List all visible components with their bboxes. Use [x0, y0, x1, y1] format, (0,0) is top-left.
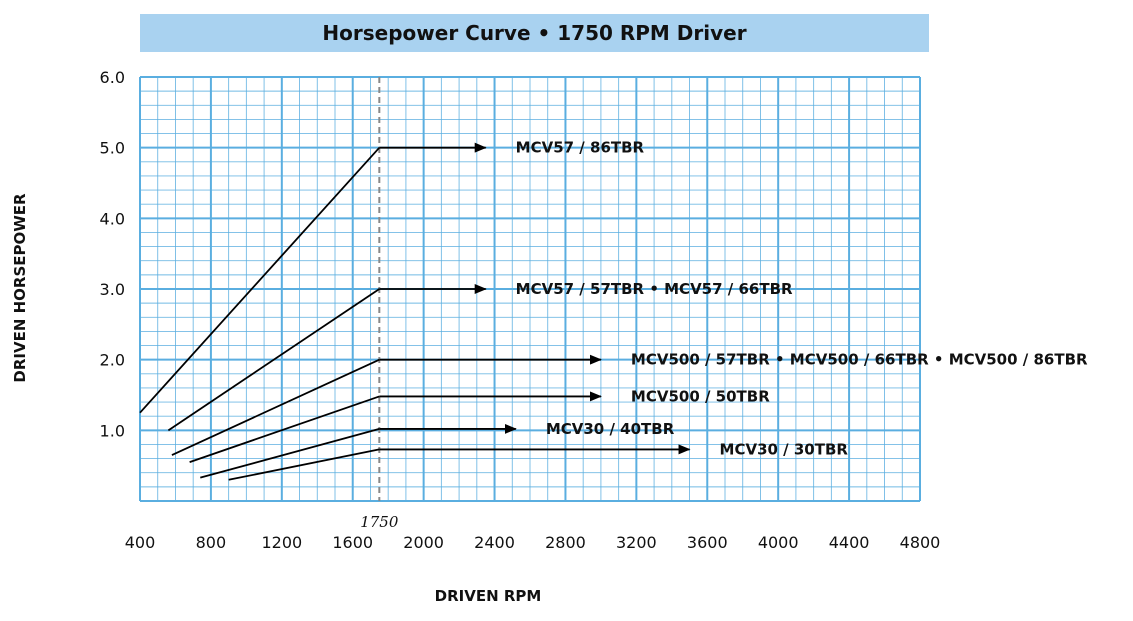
x-tick-label: 1600 [332, 533, 373, 552]
x-tick-label: 1200 [261, 533, 302, 552]
series-label: MCV500 / 50TBR [631, 387, 770, 405]
series-curve [200, 428, 380, 479]
x-tick-label: 2000 [403, 533, 444, 552]
y-tick-label: 2.0 [100, 351, 125, 370]
y-tick-label: 3.0 [100, 280, 125, 299]
x-tick-label: 400 [125, 533, 156, 552]
y-tick-label: 6.0 [100, 68, 125, 87]
series-curve [189, 395, 380, 463]
series-label: MCV30 / 30TBR [720, 440, 849, 458]
x-tick-label: 4400 [829, 533, 870, 552]
series-curve [167, 288, 380, 432]
series-label: MCV30 / 40TBR [546, 420, 675, 438]
x-tick-label: 2400 [474, 533, 515, 552]
x-tick-label: 3600 [687, 533, 728, 552]
series-label: MCV500 / 57TBR • MCV500 / 66TBR • MCV500… [631, 351, 1088, 369]
x-tick-label: 4000 [758, 533, 799, 552]
y-tick-label: 4.0 [100, 209, 125, 228]
x-tick-label: 3200 [616, 533, 657, 552]
y-tick-label: 5.0 [100, 139, 125, 158]
chart-title-bar: Horsepower Curve • 1750 RPM Driver [140, 14, 929, 52]
series-label: MCV57 / 57TBR • MCV57 / 66TBR [516, 280, 793, 298]
x-tick-label: 4800 [900, 533, 941, 552]
series-label: MCV57 / 86TBR [516, 139, 645, 157]
chart-title: Horsepower Curve • 1750 RPM Driver [322, 21, 747, 45]
y-axis-label: DRIVEN HORSEPOWER [11, 193, 29, 383]
series-curve [171, 358, 380, 456]
series-curve [139, 147, 380, 414]
x-axis-label: DRIVEN RPM [434, 587, 542, 605]
x-tick-label: 800 [196, 533, 227, 552]
series-curve [228, 448, 380, 481]
y-tick-label: 1.0 [100, 421, 125, 440]
marker-rpm-label: 1750 [360, 513, 399, 531]
x-tick-label: 2800 [545, 533, 586, 552]
